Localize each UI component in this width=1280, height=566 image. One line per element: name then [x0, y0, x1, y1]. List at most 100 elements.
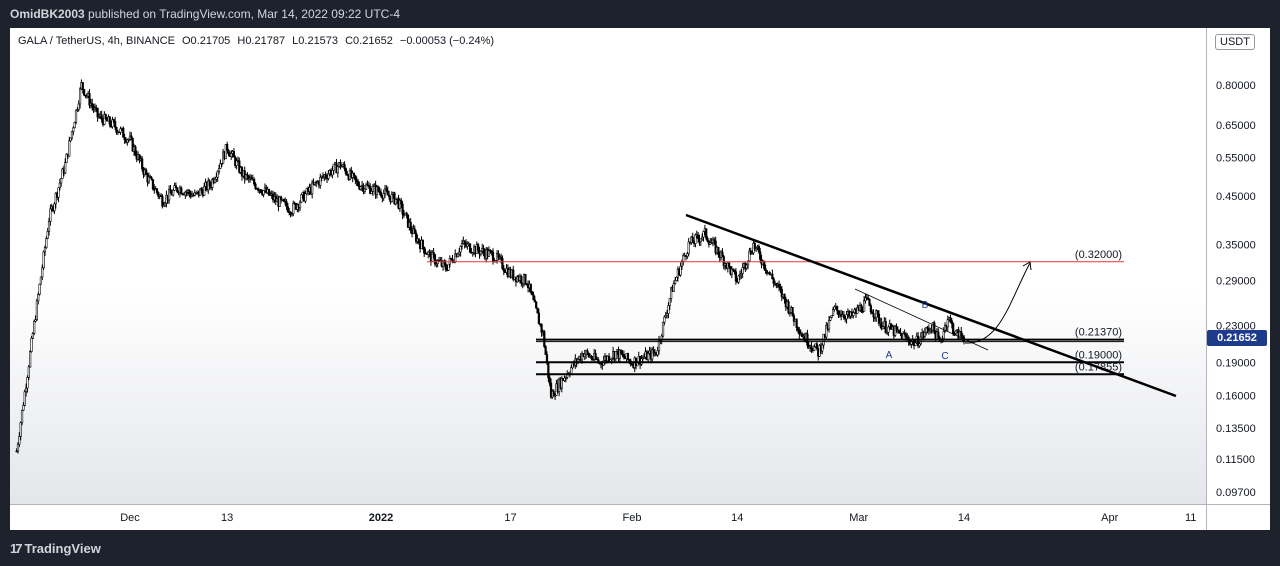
candle-body — [643, 356, 646, 359]
candle-body — [211, 179, 214, 188]
candle-body — [363, 188, 366, 192]
candle-body — [104, 114, 107, 119]
candle-body — [884, 321, 887, 333]
levels: (0.32000)(0.21370)(0.19000)(0.17855) — [427, 249, 1124, 376]
candle-body — [791, 307, 794, 317]
candle-body — [525, 283, 528, 286]
time-ticks: Dec 13 2022 17 Feb 14 Mar 14 Apr 11 — [120, 512, 1196, 524]
candle-body — [213, 178, 217, 183]
candle-body — [65, 153, 68, 163]
candle-body — [745, 264, 748, 269]
close-value: C0.21652 — [345, 35, 393, 47]
candle-body — [280, 196, 283, 201]
candle-body — [61, 168, 64, 179]
candle-body — [150, 177, 153, 180]
candle-body — [127, 138, 130, 141]
candle-body — [780, 288, 783, 298]
plot-area[interactable] — [10, 28, 1206, 504]
candle-body — [246, 174, 249, 177]
candle-body — [898, 329, 901, 333]
candle-body — [432, 252, 435, 256]
candle-body — [798, 330, 801, 335]
candle-body — [667, 305, 670, 314]
candle-body — [227, 149, 230, 155]
price-tick-label: 0.11500 — [1216, 454, 1255, 466]
publisher-name[interactable]: OmidBK2003 — [10, 7, 85, 21]
candle-body — [694, 234, 697, 244]
candle-body — [244, 174, 248, 180]
candle-body — [458, 251, 461, 255]
candle-body — [663, 316, 666, 323]
candle-body — [904, 334, 908, 338]
time-tick-label: 11 — [1185, 512, 1196, 524]
candle-body — [385, 188, 388, 192]
symbol-name[interactable]: GALA / TetherUS, 4h, BINANCE — [18, 35, 175, 47]
candle-body — [168, 189, 171, 201]
candle-body — [200, 188, 203, 192]
candle-body — [560, 378, 563, 389]
candle-body — [933, 322, 936, 332]
candle-body — [863, 300, 866, 312]
candle-body — [544, 346, 547, 355]
candle-body — [111, 119, 114, 128]
price-tick-label: 0.16000 — [1216, 390, 1256, 402]
candle-body — [100, 114, 103, 120]
candle-body — [18, 436, 21, 445]
candle-body — [783, 293, 786, 300]
time-tick-label: 2022 — [369, 512, 393, 524]
high-value: H0.21787 — [237, 35, 286, 47]
candle-body — [937, 331, 940, 338]
candle-body — [356, 181, 360, 187]
candle-body — [942, 331, 945, 339]
candle-body — [91, 103, 94, 107]
candle-body — [675, 276, 678, 281]
candle-body — [894, 326, 897, 336]
candle-body — [151, 179, 155, 190]
candle-body — [286, 206, 289, 213]
candle-body — [359, 186, 362, 190]
candle-body — [772, 278, 775, 284]
candle-body — [230, 153, 233, 157]
tradingview-logo[interactable]: 17 TradingView — [10, 541, 101, 556]
time-tick-label: 13 — [221, 512, 233, 524]
candle-body — [96, 107, 99, 118]
candle-body — [867, 297, 870, 300]
candle-body — [500, 256, 503, 259]
candle-body — [889, 323, 893, 330]
candle-body — [54, 193, 57, 205]
candle-body — [409, 221, 412, 231]
candle-body — [327, 173, 330, 179]
price-tick-label: 0.19000 — [1216, 357, 1256, 369]
candle-body — [219, 163, 222, 169]
candle-body — [759, 251, 762, 260]
candle-body — [914, 342, 917, 346]
candle-body — [108, 116, 111, 125]
candle-body — [447, 263, 450, 271]
annotations: A B C — [886, 300, 949, 362]
candle-body — [401, 203, 404, 215]
candle-body — [895, 326, 898, 331]
candle-body — [304, 193, 307, 202]
publish-text: published on TradingView.com, Mar 14, 20… — [88, 7, 401, 21]
candle-body — [815, 343, 818, 349]
candle-body — [149, 176, 152, 179]
candle-body — [195, 192, 198, 194]
candle-body — [421, 239, 424, 248]
candle-body — [741, 267, 744, 274]
candle-body — [691, 236, 694, 243]
unit-button[interactable]: USDT — [1215, 34, 1255, 50]
time-axis[interactable] — [10, 504, 1206, 530]
candle-body — [365, 184, 368, 190]
candle-body — [751, 252, 754, 255]
candle-body — [193, 192, 196, 196]
candle-body — [768, 271, 771, 275]
candle-body — [161, 196, 164, 207]
candle-body — [285, 201, 288, 207]
price-axis[interactable] — [1206, 28, 1270, 504]
candle-body — [583, 353, 586, 357]
candle-body — [710, 242, 713, 244]
candle-body — [842, 314, 845, 318]
candle-body — [647, 353, 650, 361]
candle-body — [173, 185, 176, 191]
candle-body — [656, 350, 659, 356]
